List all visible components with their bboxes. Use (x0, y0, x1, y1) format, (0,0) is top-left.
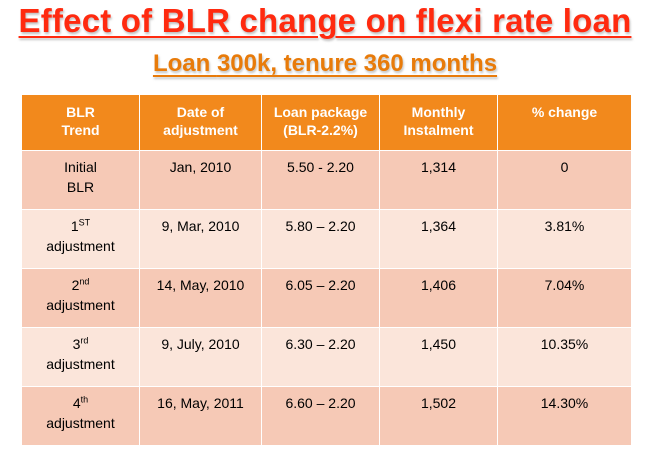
header-loan-package: Loan package (BLR-2.2%) (261, 94, 380, 151)
header-blr-trend: BLR Trend (21, 94, 140, 151)
cell-trend: 3rd adjustment (21, 327, 140, 387)
cell-date: Jan, 2010 (139, 150, 262, 210)
slide-subtitle: Loan 300k, tenure 360 months (0, 50, 650, 78)
cell-instalment: 1,502 (379, 386, 498, 446)
subtitle-prefix: Loan (152, 50, 217, 77)
table-row: 3rd adjustment 9, July, 2010 6.30 – 2.20 … (21, 327, 632, 387)
header-monthly-instalment: Monthly Instalment (379, 94, 498, 151)
cell-date: 9, July, 2010 (139, 327, 262, 387)
table-header-row: BLR Trend Date of adjustment Loan package(… (21, 94, 632, 151)
table-row: 4th adjustment 16, May, 2011 6.60 – 2.20 … (21, 386, 632, 446)
table-row: Initial BLR Jan, 2010 5.50 - 2.20 1,314 0 (21, 150, 632, 210)
table-row: 1ST adjustment 9, Mar, 2010 5.80 – 2.20 1… (21, 209, 632, 269)
cell-trend: 4th adjustment (21, 386, 140, 446)
header-date: Date of adjustment (139, 94, 262, 151)
slide-title: Effect of BLR change on flexi rate loan (18, 2, 632, 39)
cell-change: 10.35% (497, 327, 632, 387)
cell-instalment: 1,450 (379, 327, 498, 387)
header-percent-change: % change (497, 94, 632, 151)
table-row: 2nd adjustment 14, May, 2010 6.05 – 2.20 … (21, 268, 632, 328)
cell-package: 6.60 – 2.20 (261, 386, 380, 446)
cell-change: 3.81% (497, 209, 632, 269)
cell-package: 5.50 - 2.20 (261, 150, 380, 210)
cell-package: 6.05 – 2.20 (261, 268, 380, 328)
cell-package: 6.30 – 2.20 (261, 327, 380, 387)
cell-instalment: 1,364 (379, 209, 498, 269)
cell-instalment: 1,314 (379, 150, 498, 210)
cell-instalment: 1,406 (379, 268, 498, 328)
cell-change: 0 (497, 150, 632, 210)
cell-date: 9, Mar, 2010 (139, 209, 262, 269)
cell-package: 5.80 – 2.20 (261, 209, 380, 269)
cell-trend: 1ST adjustment (21, 209, 140, 269)
cell-change: 14.30% (497, 386, 632, 446)
cell-trend: Initial BLR (21, 150, 140, 210)
cell-trend: 2nd adjustment (21, 268, 140, 328)
cell-date: 16, May, 2011 (139, 386, 262, 446)
loan-table: BLR Trend Date of adjustment Loan package(… (21, 94, 632, 446)
cell-date: 14, May, 2010 (139, 268, 262, 328)
subtitle-rest: 300k, tenure 360 months (216, 50, 498, 77)
cell-change: 7.04% (497, 268, 632, 328)
